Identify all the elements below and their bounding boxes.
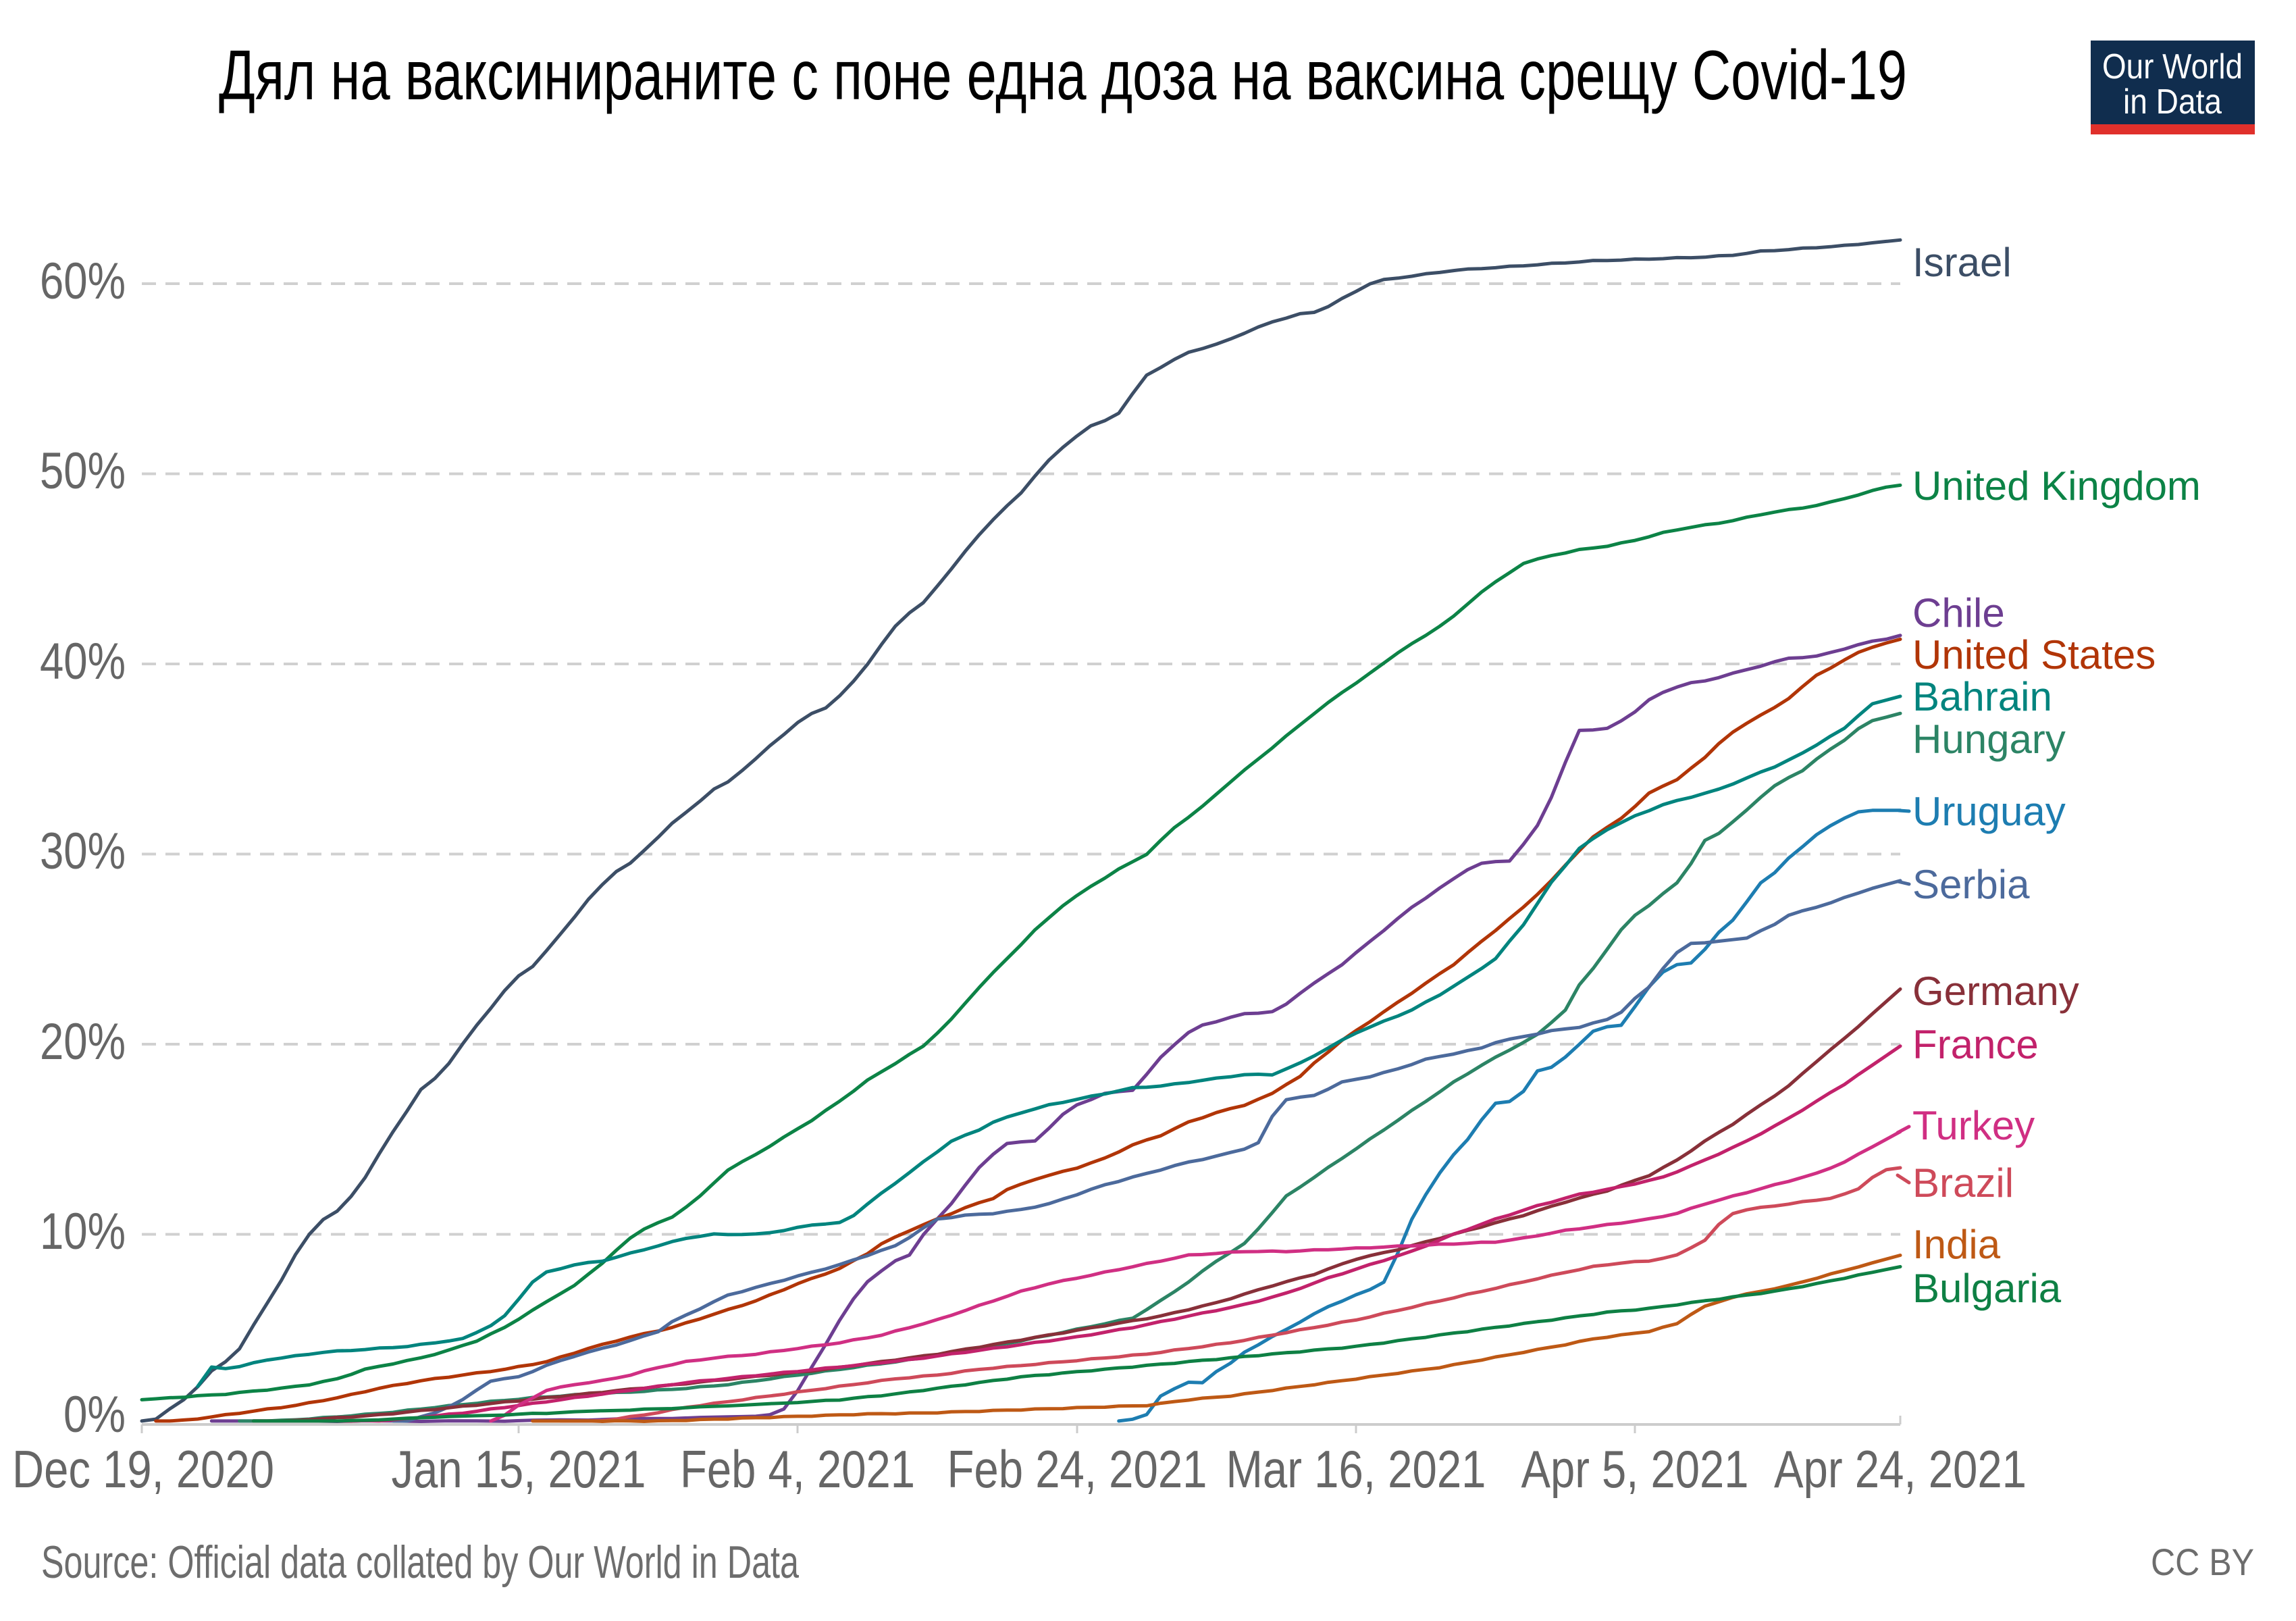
svg-text:Feb 4, 2021: Feb 4, 2021 <box>680 1439 915 1499</box>
svg-text:Israel: Israel <box>1912 240 2012 285</box>
svg-text:Brazil: Brazil <box>1912 1160 2014 1206</box>
svg-text:Дял на ваксинираните с поне ед: Дял на ваксинираните с поне една доза на… <box>219 36 1907 115</box>
svg-text:Bahrain: Bahrain <box>1912 674 2052 719</box>
svg-text:Our World: Our World <box>2102 47 2243 86</box>
svg-text:Hungary: Hungary <box>1912 717 2066 762</box>
svg-text:Apr 5, 2021: Apr 5, 2021 <box>1521 1439 1749 1499</box>
svg-text:40%: 40% <box>40 633 126 690</box>
svg-text:United States: United States <box>1912 632 2156 677</box>
svg-text:Feb 24, 2021: Feb 24, 2021 <box>947 1439 1207 1499</box>
svg-text:Source: Official data collated: Source: Official data collated by Our Wo… <box>41 1537 799 1588</box>
svg-text:Turkey: Turkey <box>1912 1103 2035 1148</box>
svg-text:20%: 20% <box>40 1013 126 1071</box>
svg-text:United Kingdom: United Kingdom <box>1912 463 2201 509</box>
svg-text:60%: 60% <box>40 253 126 310</box>
svg-text:India: India <box>1912 1222 2001 1267</box>
svg-text:Chile: Chile <box>1912 590 2005 636</box>
svg-text:50%: 50% <box>40 442 126 500</box>
svg-text:Germany: Germany <box>1912 969 2079 1014</box>
svg-text:Dec 19, 2020: Dec 19, 2020 <box>12 1439 274 1499</box>
svg-text:Bulgaria: Bulgaria <box>1912 1266 2062 1311</box>
svg-text:France: France <box>1912 1022 2039 1067</box>
svg-text:Mar 16, 2021: Mar 16, 2021 <box>1226 1439 1486 1499</box>
svg-text:10%: 10% <box>40 1203 126 1260</box>
svg-text:in Data: in Data <box>2123 82 2222 122</box>
svg-text:0%: 0% <box>63 1386 126 1443</box>
svg-text:Apr 24, 2021: Apr 24, 2021 <box>1774 1439 2027 1499</box>
svg-text:CC BY: CC BY <box>2151 1541 2254 1583</box>
svg-text:Uruguay: Uruguay <box>1912 789 2066 834</box>
svg-text:30%: 30% <box>40 823 126 880</box>
svg-text:Jan 15, 2021: Jan 15, 2021 <box>392 1439 646 1499</box>
svg-text:Serbia: Serbia <box>1912 862 2030 907</box>
